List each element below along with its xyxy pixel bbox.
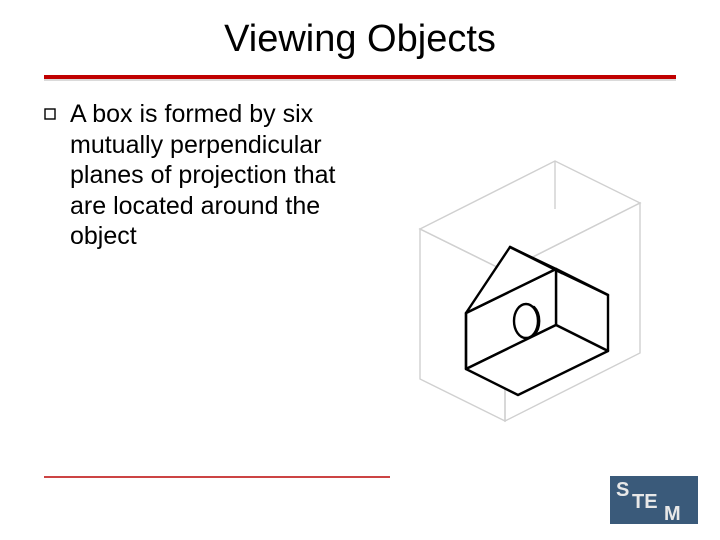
- bullet-square-icon: [44, 107, 58, 252]
- svg-text:TE: TE: [632, 491, 658, 513]
- slide-title: Viewing Objects: [0, 0, 720, 61]
- slide-container: Viewing Objects A box is formed by six m…: [0, 0, 720, 540]
- svg-text:M: M: [664, 503, 681, 524]
- diagram-area: [380, 99, 676, 252]
- bullet-block: A box is formed by six mutually perpendi…: [44, 99, 374, 252]
- rule-gray: [44, 79, 676, 81]
- stem-logo: S TE M: [610, 476, 698, 524]
- bullet-text: A box is formed by six mutually perpendi…: [70, 99, 374, 252]
- content-row: A box is formed by six mutually perpendi…: [0, 99, 720, 252]
- bottom-rule: [44, 476, 390, 478]
- projection-diagram: [360, 99, 690, 439]
- svg-text:S: S: [616, 479, 629, 501]
